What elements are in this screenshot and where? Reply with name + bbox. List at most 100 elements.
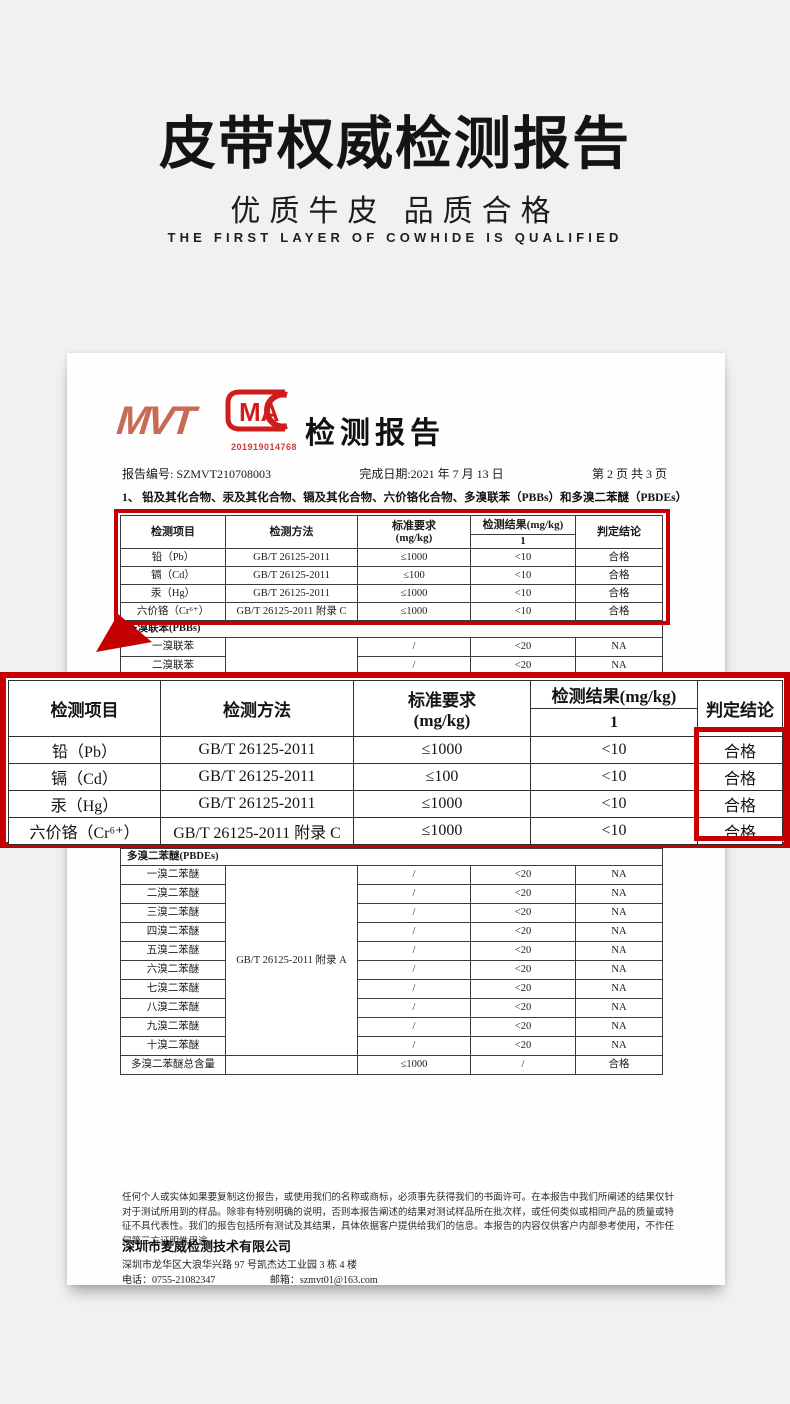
header-conclusion: 判定结论	[697, 680, 783, 737]
cell: NA	[575, 922, 663, 942]
table-row: 十溴二苯醚 / <20 NA	[120, 1036, 663, 1056]
banner-title: 皮带权威检测报告	[159, 112, 631, 176]
cell: <20	[470, 998, 576, 1018]
table-header-row: 检测项目 检测方法 标准要求 (mg/kg) 检测结果(mg/kg) 判定结论	[120, 515, 663, 549]
disclaimer-text: 任何个人或实体如果要复制这份报告，或使用我们的名称或商标，必须事先获得我们的书面…	[122, 1193, 674, 1248]
cell: 一溴二苯醚	[120, 865, 226, 885]
header-sample-no: 1	[530, 708, 698, 737]
completion-date: 完成日期:2021 年 7 月 13 日	[359, 467, 504, 481]
cell: ≤100	[353, 763, 531, 791]
report-number: 报告编号: SZMVT210708003	[122, 467, 272, 481]
table-row-cadmium: 镉（Cd） GB/T 26125-2011 ≤100 <10 合格	[8, 763, 783, 791]
table-row: 一溴二苯醚 GB/T 26125-2011 附录 A / <20 NA	[120, 865, 663, 1056]
cma-logo: MA 201919014768	[221, 387, 307, 452]
cma-mark-icon: MA	[225, 389, 288, 432]
cell: /	[357, 903, 471, 923]
cell: ≤1000	[353, 736, 531, 764]
cell: GB/T 26125-2011	[225, 566, 358, 585]
cell: <10	[530, 736, 698, 764]
zoom-callout-wedge-icon	[96, 614, 152, 652]
cell: NA	[575, 960, 663, 980]
cell: /	[357, 998, 471, 1018]
cell: ≤1000	[353, 790, 531, 818]
cell: 六价铬（Cr⁶⁺）	[8, 817, 161, 845]
cell: 二溴二苯醚	[120, 884, 226, 904]
cell: /	[357, 865, 471, 885]
cell: ≤1000	[357, 584, 471, 603]
cell: NA	[575, 637, 663, 657]
cell: 九溴二苯醚	[120, 1017, 226, 1037]
header-standard-line2: (mg/kg)	[395, 532, 433, 544]
cell: <20	[470, 865, 576, 885]
cell: 五溴二苯醚	[120, 941, 226, 961]
pbde-section-label: 多溴二苯醚(PBDEs)	[120, 848, 663, 866]
enlarged-result-table: 检测项目 检测方法 标准要求 (mg/kg) 检测结果(mg/kg) 判定结论 …	[8, 680, 783, 845]
report-title: 检测报告	[305, 417, 445, 450]
cell: GB/T 26125-2011	[225, 548, 358, 567]
cell: GB/T 26125-2011 附录 C	[225, 602, 358, 621]
table-subheader-row: 1	[9, 708, 783, 737]
cell: 汞（Hg）	[120, 584, 226, 603]
cell: /	[357, 979, 471, 999]
table-row: 五溴二苯醚 / <20 NA	[120, 941, 663, 961]
cell: NA	[575, 1017, 663, 1037]
cell: NA	[575, 941, 663, 961]
header-standard: 标准要求 (mg/kg)	[353, 680, 531, 737]
cell: NA	[575, 979, 663, 999]
cell: <10	[470, 584, 576, 603]
header-result: 检测结果(mg/kg)	[530, 680, 698, 709]
cell-method-merged	[225, 637, 358, 676]
cell: NA	[575, 903, 663, 923]
cell: /	[357, 637, 471, 657]
mvt-logo: MVT	[114, 399, 195, 443]
table-row: 二溴二苯醚 / <20 NA	[120, 884, 663, 904]
cell: 四溴二苯醚	[120, 922, 226, 942]
cell: NA	[575, 998, 663, 1018]
cell: /	[357, 922, 471, 942]
header-standard-line2: (mg/kg)	[413, 711, 471, 730]
pbde-table: 多溴二苯醚(PBDEs) 一溴二苯醚 GB/T 26125-2011 附录 A …	[120, 848, 663, 1075]
cell: 合格	[575, 1055, 663, 1075]
header-conclusion: 判定结论	[575, 515, 663, 549]
cell: 三溴二苯醚	[120, 903, 226, 923]
zoom-overlay-table-panel: 检测项目 检测方法 标准要求 (mg/kg) 检测结果(mg/kg) 判定结论 …	[0, 672, 790, 848]
company-email: 邮箱：szmvt01@163.com	[269, 1275, 378, 1286]
cell: GB/T 26125-2011 附录 C	[160, 817, 354, 845]
table-row-mercury: 汞（Hg） GB/T 26125-2011 ≤1000 <10 合格	[8, 790, 783, 818]
table-row: 九溴二苯醚 / <20 NA	[120, 1017, 663, 1037]
table-row-cadmium: 镉（Cd） GB/T 26125-2011 ≤100 <10 合格	[120, 566, 663, 585]
table-row-lead: 铅（Pb） GB/T 26125-2011 ≤1000 <10 合格	[8, 736, 783, 764]
cell: GB/T 26125-2011	[160, 763, 354, 791]
cell: /	[357, 960, 471, 980]
cell: ≤100	[357, 566, 471, 585]
cell: /	[470, 1055, 576, 1075]
table-row: 六溴二苯醚 / <20 NA	[120, 960, 663, 980]
cell-empty	[225, 1055, 358, 1075]
cell: 铅（Pb）	[120, 548, 226, 567]
cell: /	[357, 1017, 471, 1037]
cell: <10	[470, 566, 576, 585]
table-row-pbde-total: 多溴二苯醚总含量 ≤1000 / 合格	[120, 1055, 663, 1075]
header-standard-line1: 标准要求	[392, 519, 436, 532]
header-result: 检测结果(mg/kg)	[470, 515, 576, 535]
table-row: 八溴二苯醚 / <20 NA	[120, 998, 663, 1018]
company-contact: 电话：0755-21082347 邮箱：szmvt01@163.com	[122, 1271, 378, 1286]
cell: 合格	[575, 548, 663, 567]
header-method: 检测方法	[160, 680, 354, 737]
table-row: 三溴二苯醚 / <20 NA	[120, 903, 663, 923]
cell: 多溴二苯醚总含量	[120, 1055, 226, 1075]
pbb-section-label: 多溴联苯(PBBs)	[120, 620, 663, 638]
cell: GB/T 26125-2011	[160, 790, 354, 818]
cell: 合格	[575, 566, 663, 585]
table-header-row: 检测项目 检测方法 标准要求 (mg/kg) 检测结果(mg/kg) 判定结论	[8, 680, 783, 737]
company-phone: 电话：0755-21082347	[122, 1275, 216, 1286]
cell: /	[357, 1036, 471, 1056]
header-method: 检测方法	[225, 515, 358, 549]
header-item: 检测项目	[8, 680, 161, 737]
cell: <20	[470, 884, 576, 904]
cell: NA	[575, 865, 663, 885]
pbb-section-row: 多溴联苯(PBBs)	[120, 620, 663, 638]
cell: /	[357, 884, 471, 904]
heavy-metal-table: 检测项目 检测方法 标准要求 (mg/kg) 检测结果(mg/kg) 判定结论 …	[120, 515, 663, 676]
